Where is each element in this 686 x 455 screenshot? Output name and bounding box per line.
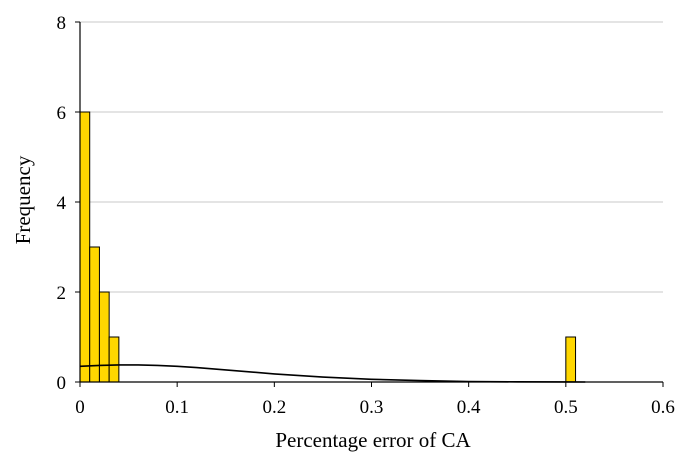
x-tick-label: 0.3 <box>360 397 384 418</box>
histogram-bar <box>89 246 100 383</box>
y-tick-label: 2 <box>57 283 67 304</box>
histogram-bar <box>98 291 110 383</box>
histogram-bar <box>79 111 91 383</box>
y-tick-labels: 0 2 4 6 8 <box>57 13 67 394</box>
histogram-bar <box>565 336 577 383</box>
x-tick-label: 0.5 <box>554 397 578 418</box>
y-tick-label: 6 <box>57 103 67 124</box>
x-tick-label: 0.4 <box>457 397 481 418</box>
axes <box>75 21 664 387</box>
gridlines <box>80 21 663 293</box>
y-tick-label: 4 <box>57 193 67 214</box>
x-axis-title: Percentage error of CA <box>275 428 471 452</box>
x-tick-label: 0 <box>75 397 85 418</box>
x-tick-label: 0.1 <box>165 397 189 418</box>
x-tick-label: 0.6 <box>651 397 675 418</box>
y-tick-label: 8 <box>57 13 67 34</box>
histogram-bar <box>108 336 120 383</box>
y-axis-title: Frequency <box>11 155 35 244</box>
x-tick-labels: 0 0.1 0.2 0.3 0.4 0.5 0.6 <box>75 397 675 418</box>
x-tick-label: 0.2 <box>262 397 286 418</box>
y-tick-label: 0 <box>57 373 67 394</box>
